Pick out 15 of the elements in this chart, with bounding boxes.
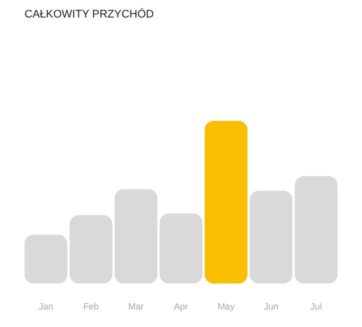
chart-title: CAŁKOWITY PRZYCHÓD (24, 8, 154, 20)
bar (24, 234, 68, 284)
x-tick-label: Jul (310, 302, 322, 312)
x-tick-label: Jun (264, 302, 278, 312)
x-tick-label: Jan (38, 302, 54, 312)
x-tick-label: Apr (174, 302, 188, 312)
x-tick-label: Feb (83, 302, 99, 312)
bar (294, 176, 338, 284)
bar (114, 189, 158, 284)
bar (160, 214, 202, 284)
bar (204, 120, 248, 284)
x-tick-label: May (218, 302, 236, 312)
x-tick-label: Mar (128, 302, 144, 312)
bar (70, 215, 112, 284)
bar (250, 190, 292, 284)
